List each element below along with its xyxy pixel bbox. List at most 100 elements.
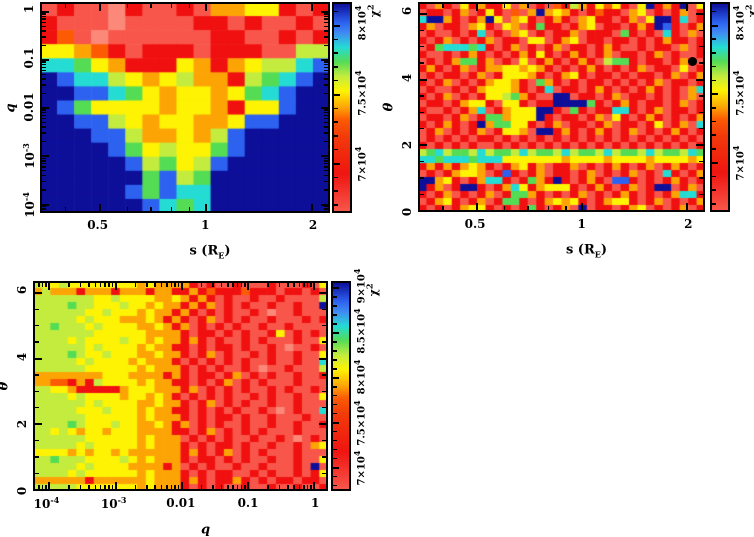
chi2-map-s-vs-theta-frame [418, 2, 705, 212]
axis-tick [334, 204, 338, 206]
axis-tick [322, 324, 326, 327]
axis-tick [324, 18, 328, 20]
colorbar-tick-label: 7.5×104 [353, 71, 368, 116]
axis-tick [42, 208, 46, 210]
axis-tick [42, 189, 46, 191]
axis-tick [333, 377, 339, 380]
y-axis-title: θ [382, 103, 397, 112]
x-tick-label: 10-4 [34, 495, 60, 511]
axis-tick [146, 485, 148, 489]
axis-tick [42, 166, 46, 168]
x-tick-label: 2 [309, 218, 317, 232]
colorbar-tick-text: 7×104 [352, 450, 368, 486]
axis-tick [35, 439, 39, 442]
y-tick-label: 6 [400, 7, 414, 15]
colorbar-tick-label: 7×104 [353, 146, 368, 181]
axis-tick [68, 485, 70, 489]
axis-tick [699, 177, 703, 179]
colorbar-title-chi2: χ2 [365, 5, 381, 18]
axis-tick [42, 36, 46, 38]
axis-tick [503, 4, 506, 8]
axis-tick [42, 11, 49, 14]
axis-tick [324, 84, 328, 86]
axis-tick [35, 292, 42, 295]
axis-tick [42, 114, 46, 117]
axis-tick [712, 24, 718, 27]
axis-tick [303, 485, 305, 489]
x-tick-label: 1 [201, 218, 209, 232]
axis-tick [42, 203, 49, 206]
axis-tick [476, 203, 479, 210]
axis-tick [699, 160, 703, 163]
axis-tick [324, 44, 328, 47]
y-tick-label: 4 [15, 353, 29, 361]
axis-tick [319, 292, 326, 295]
axis-tick [333, 341, 337, 343]
axis-tick [35, 390, 39, 393]
axis-tick [334, 38, 338, 40]
axis-tick [104, 485, 106, 489]
axis-tick [42, 92, 46, 95]
axis-tick [322, 374, 326, 376]
axis-tick [699, 127, 703, 130]
axis-tick [333, 394, 337, 397]
axis-tick [134, 283, 137, 287]
axis-tick [527, 206, 529, 210]
axis-tick [170, 4, 173, 8]
axis-tick [699, 29, 703, 32]
axis-tick [48, 482, 51, 489]
axis-tick [322, 456, 326, 458]
axis-tick [333, 475, 337, 478]
y-tick-label: 0.1 [22, 48, 36, 69]
chi2-label-text: χ2 [365, 4, 381, 18]
x-tick-label: 0.5 [465, 217, 486, 231]
axis-tick [267, 283, 269, 287]
axis-tick [311, 4, 314, 11]
colorbar-tick-text: 8.5×104 [352, 308, 368, 354]
axis-tick [200, 485, 203, 489]
y-tick-label: 0 [400, 208, 414, 216]
y-tick-label: 2 [400, 141, 414, 149]
chi2-label-text: χ2 [743, 4, 754, 18]
y-tick-label: 1 [22, 5, 36, 13]
axis-tick [114, 482, 117, 489]
axis-tick [35, 406, 39, 409]
axis-tick [420, 160, 424, 163]
axis-tick [64, 207, 67, 211]
axis-tick [42, 109, 46, 111]
x-axis-title-text: s (RE) [189, 243, 231, 261]
axis-tick [174, 485, 176, 489]
axis-tick [311, 204, 314, 211]
axis-tick [420, 111, 424, 114]
axis-tick [220, 485, 223, 489]
axis-tick [188, 4, 191, 8]
axis-tick [35, 341, 39, 343]
axis-tick [420, 127, 424, 130]
axis-tick [177, 485, 180, 489]
axis-tick [324, 66, 328, 69]
axis-tick [333, 448, 337, 451]
axis-tick [150, 4, 152, 8]
x-tick-text: 10-3 [100, 495, 127, 511]
axis-tick [306, 485, 309, 489]
axis-tick [68, 283, 70, 287]
axis-tick [35, 489, 42, 491]
x-tick-label: 0.1 [238, 496, 259, 510]
y-axis-title-text: q [3, 102, 19, 113]
axis-tick [42, 162, 46, 165]
axis-tick [232, 283, 234, 287]
axis-tick [503, 206, 506, 210]
axis-tick [42, 25, 46, 28]
colorbar-tick-text: 7.5×104 [731, 70, 747, 116]
axis-tick [333, 368, 337, 370]
axis-tick [212, 485, 214, 489]
y-tick-label: 2 [15, 420, 29, 428]
axis-tick [324, 140, 328, 143]
chi2-map-q-vs-theta-heatmap [33, 281, 328, 491]
axis-tick [420, 177, 424, 179]
axis-tick [134, 485, 137, 489]
axis-tick [333, 421, 339, 424]
axis-tick [42, 121, 46, 124]
axis-tick [88, 283, 90, 287]
